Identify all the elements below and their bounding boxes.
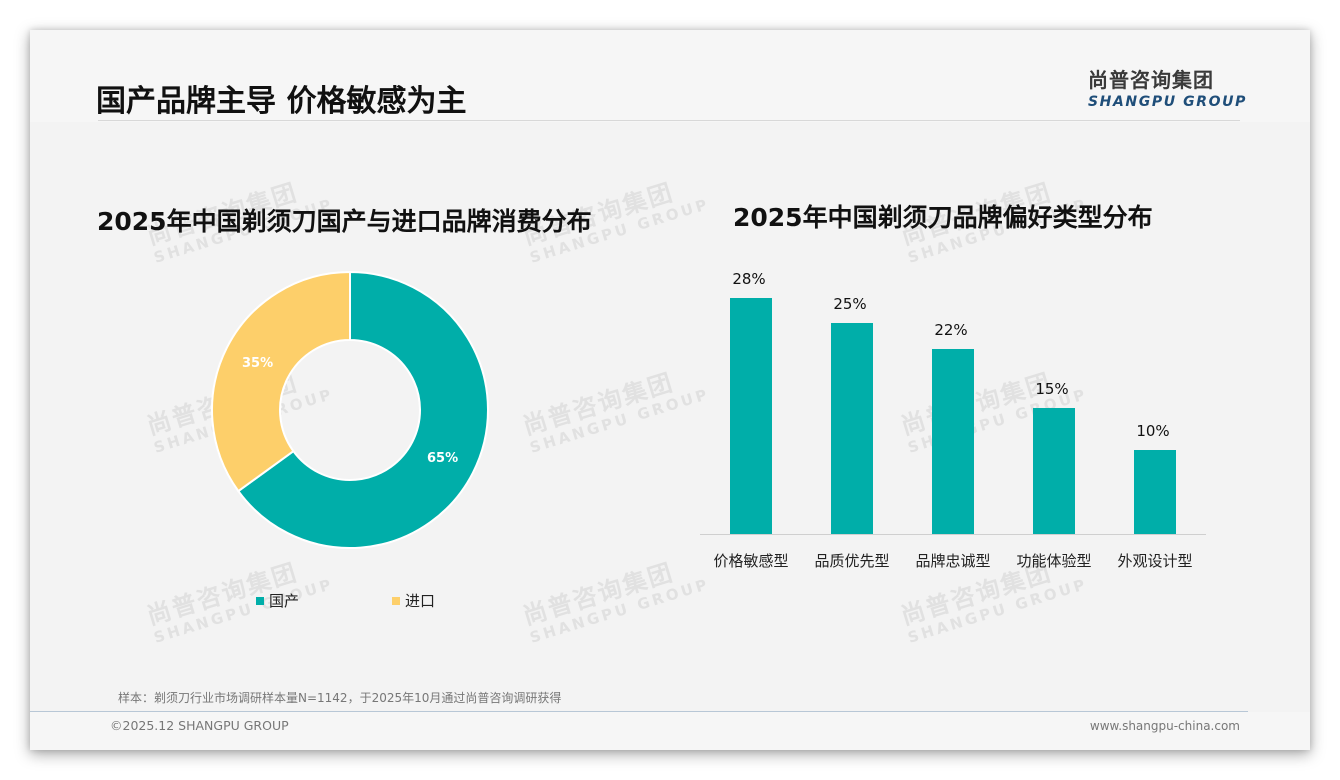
donut-chart-svg: [211, 270, 489, 549]
donut-chart: 65% 35%: [210, 270, 490, 550]
logo-english: SHANGPU GROUP: [1088, 94, 1247, 110]
header-band: [30, 30, 1310, 122]
x-axis-label: 品质优先型: [814, 552, 890, 570]
bar-chart-title: 2025年中国剃须刀品牌偏好类型分布: [733, 203, 1153, 232]
legend-swatch-domestic: [256, 596, 264, 605]
website-link[interactable]: www.shangpu-china.com: [1089, 719, 1240, 733]
legend-label: 国产: [269, 592, 300, 610]
x-axis-label: 外观设计型: [1117, 552, 1193, 570]
sample-note: 样本：剃须刀行业市场调研样本量N=1142，于2025年10月通过尚普咨询调研获…: [118, 691, 562, 705]
footer-divider: [30, 711, 1248, 712]
title-divider: [98, 120, 1240, 121]
x-axis-line: [700, 534, 1206, 535]
slide: 尚普咨询集团 SHANGPU GROUP 尚普咨询集团 SHANGPU GROUP …: [30, 30, 1310, 750]
bar-chart: 28% 25% 22% 15% 10% 价格敏感型 品质优先型 品牌忠诚型 功能…: [700, 266, 1206, 586]
legend-item-domestic: 国产: [256, 590, 299, 611]
legend-item-imported: 进口: [392, 590, 435, 611]
bar-appearance-design: [1134, 450, 1176, 534]
bar-value-label: 25%: [833, 295, 867, 313]
bar-value-label: 10%: [1136, 422, 1170, 440]
bar-brand-loyal: [932, 349, 974, 534]
bar-value-label: 28%: [732, 270, 766, 288]
donut-chart-title: 2025年中国剃须刀国产与进口品牌消费分布: [97, 207, 592, 236]
bar-value-label: 22%: [934, 321, 968, 339]
legend-swatch-imported: [392, 596, 400, 605]
x-axis-label: 品牌忠诚型: [915, 552, 991, 570]
footer-band: [30, 712, 1310, 750]
bar-price-sensitive: [730, 298, 772, 534]
donut-label-imported: 35%: [242, 356, 274, 371]
company-logo: 尚普咨询集团 SHANGPU GROUP: [1088, 64, 1247, 110]
x-axis-label: 价格敏感型: [713, 552, 789, 570]
page-title: 国产品牌主导 价格敏感为主: [96, 84, 467, 119]
donut-segment-imported: [211, 270, 351, 493]
logo-chinese: 尚普咨询集团: [1088, 68, 1214, 92]
bar-value-label: 15%: [1035, 380, 1069, 398]
legend-label: 进口: [405, 592, 436, 610]
x-axis-label: 功能体验型: [1016, 552, 1092, 570]
donut-label-domestic: 65%: [427, 451, 459, 466]
bar-function-experience: [1033, 408, 1075, 534]
bar-quality-first: [831, 323, 873, 534]
donut-segment-domestic: [236, 270, 489, 549]
copyright-text: ©2025.12 SHANGPU GROUP: [110, 718, 289, 733]
